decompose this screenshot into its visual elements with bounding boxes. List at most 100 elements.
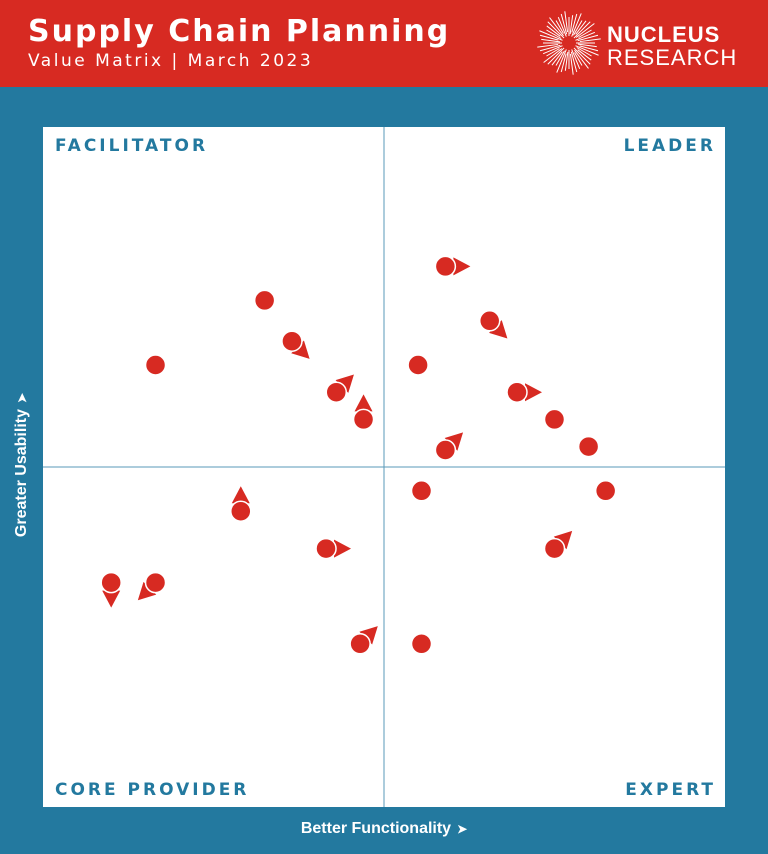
vendor-marker: [478, 310, 501, 332]
trend-arrow: [335, 374, 354, 393]
logo-ray: [569, 53, 574, 75]
vendor-marker: [315, 537, 337, 560]
logo-ray: [546, 25, 561, 37]
logo-ray: [575, 20, 587, 35]
logo-ray: [577, 49, 592, 61]
vendor-marker: [410, 480, 433, 502]
vendor-marker: [543, 537, 566, 560]
vendor-marker: [325, 381, 348, 403]
nucleus-research-logo: NUCLEUS RESEARCH: [536, 10, 756, 76]
logo-ray: [541, 38, 561, 43]
vendor-marker: [144, 354, 167, 376]
logo-ray: [573, 47, 591, 65]
quadrant-label-core-provider: CORE PROVIDER: [55, 780, 250, 800]
logo-ray: [560, 13, 568, 35]
vendor-marker: [100, 571, 122, 594]
arrow-up-icon: ➤: [15, 392, 29, 403]
trend-arrow: [102, 590, 121, 608]
logo-word-nucleus: NUCLEUS: [607, 22, 721, 47]
logo-ray: [557, 16, 567, 37]
vendor-marker: [543, 408, 566, 431]
data-point: [253, 289, 276, 312]
logo-ray: [571, 13, 582, 37]
data-point: [100, 571, 122, 608]
vendor-marker: [410, 633, 433, 655]
quadrant-label-facilitator: FACILITATOR: [55, 136, 209, 156]
vendor-marker: [407, 354, 429, 376]
x-axis-label-text: Better Functionality: [300, 820, 452, 837]
logo-ray: [539, 34, 559, 41]
trend-arrow: [359, 626, 378, 645]
data-point: [478, 310, 508, 339]
logo-ray: [551, 51, 563, 66]
quadrant-label-expert: EXPERT: [625, 780, 716, 800]
data-point: [410, 633, 433, 655]
data-point: [325, 374, 354, 403]
logo-ray: [547, 47, 565, 65]
vendor-marker: [594, 480, 617, 502]
logo-ray: [573, 20, 583, 36]
logo-ray: [575, 45, 599, 56]
logo-ray: [574, 49, 589, 69]
logo-ray: [564, 11, 569, 33]
logo-ray: [577, 34, 599, 42]
vendor-marker: [577, 435, 600, 458]
logo-ray: [564, 51, 569, 71]
logo-ray: [546, 48, 560, 57]
trend-arrow: [354, 394, 373, 412]
logo-ray: [539, 44, 561, 52]
data-point: [349, 626, 378, 655]
vendor-marker: [144, 571, 167, 594]
vendor-marker: [434, 439, 457, 461]
arrow-right-icon: ➤: [457, 822, 468, 836]
data-point: [230, 486, 252, 522]
quadrant-label-leader: LEADER: [623, 136, 716, 156]
data-point: [506, 381, 542, 403]
logo-word-research: RESEARCH: [607, 45, 738, 70]
trend-arrow: [524, 383, 542, 402]
logo-ray: [577, 43, 597, 48]
data-point: [407, 354, 429, 376]
trend-arrow: [444, 432, 464, 451]
trend-arrow: [334, 539, 352, 558]
vendor-marker: [349, 633, 371, 655]
data-point: [410, 480, 433, 502]
trend-arrow: [453, 257, 471, 276]
logo-ray: [570, 51, 578, 73]
logo-ray: [579, 45, 599, 52]
vendor-marker: [281, 330, 303, 352]
data-point: [577, 435, 600, 458]
logo-ray: [575, 31, 596, 41]
vendor-marker: [434, 255, 457, 278]
logo-ray: [555, 50, 565, 66]
x-axis-label: Better Functionality ➤: [0, 820, 768, 838]
logo-ray: [555, 20, 564, 34]
trend-arrow: [291, 340, 310, 359]
data-point: [543, 408, 566, 431]
logo-ray: [578, 29, 592, 38]
data-point: [434, 432, 464, 461]
header-banner: Supply Chain Planning Value Matrix | Mar…: [0, 0, 768, 87]
logo-ray: [574, 52, 583, 66]
trend-arrow: [137, 581, 157, 601]
vendor-marker: [230, 500, 252, 522]
logo-ray: [539, 30, 563, 41]
logo-ray: [547, 21, 565, 39]
logo-ray: [543, 48, 563, 63]
data-point: [352, 394, 375, 431]
logo-ray: [573, 21, 591, 39]
vendor-marker: [506, 381, 528, 403]
data-point: [281, 330, 310, 359]
y-axis-label-text: Greater Usability: [13, 409, 30, 538]
logo-ray: [569, 15, 574, 35]
vendor-marker: [253, 289, 276, 312]
logo-ray: [537, 43, 559, 48]
data-point: [137, 571, 167, 601]
data-point: [434, 255, 471, 278]
logo-ray: [560, 53, 567, 73]
trend-arrow: [553, 530, 573, 550]
vendor-marker: [352, 408, 375, 431]
logo-ray: [546, 29, 562, 39]
data-point: [543, 530, 573, 560]
